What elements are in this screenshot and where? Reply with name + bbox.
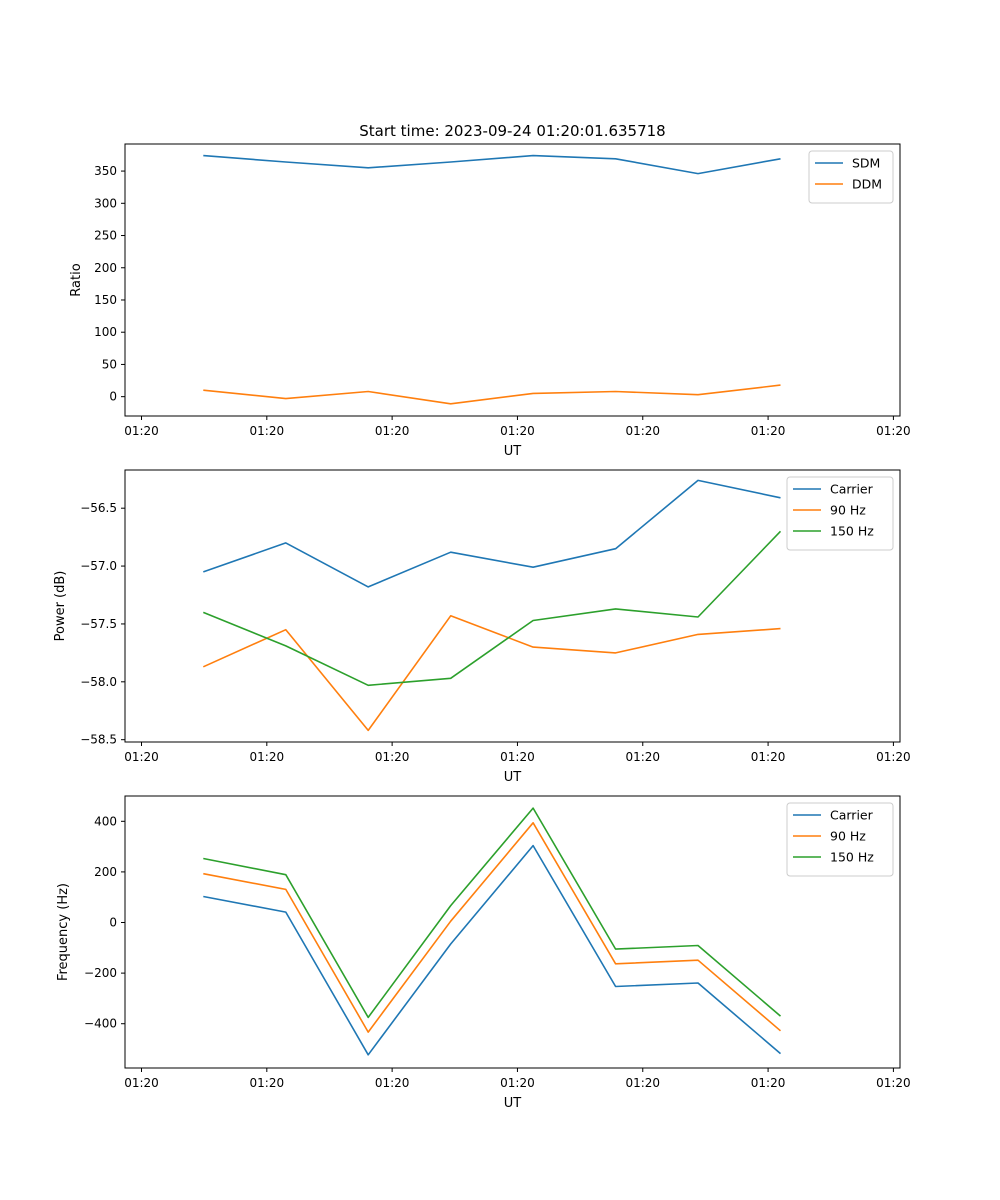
power-panel: 01:20 01:20 01:20 01:20 01:20 01:20 01:20 −58.5… xyxy=(53,469,911,785)
x-tick-label: 01:20 xyxy=(124,424,159,438)
y-tick-label: 0 xyxy=(109,390,117,404)
x-axis-label: UT xyxy=(504,444,522,459)
x-tick-label: 01:20 xyxy=(625,424,660,438)
ratio-legend: SDM DDM xyxy=(808,150,894,204)
frequency-legend: Carrier 90 Hz 150 Hz xyxy=(786,802,894,877)
y-tick-label: −56.5 xyxy=(80,501,117,515)
power-legend: Carrier 90 Hz 150 Hz xyxy=(786,476,894,551)
x-tick-label: 01:20 xyxy=(250,1076,285,1090)
x-tick-label: 01:20 xyxy=(751,750,786,764)
x-tick-label: 01:20 xyxy=(500,1076,535,1090)
y-tick-label: 200 xyxy=(94,261,117,275)
y-tick-label: 100 xyxy=(94,325,117,339)
x-tick-label: 01:20 xyxy=(625,750,660,764)
legend-label: Carrier xyxy=(830,808,874,823)
ratio-series-line-ddm xyxy=(203,384,781,405)
y-tick-label: −58.0 xyxy=(80,675,117,689)
x-tick-label: 01:20 xyxy=(250,424,285,438)
power-axes-frame xyxy=(124,469,901,743)
x-tick-label: 01:20 xyxy=(250,750,285,764)
x-tick-label: 01:20 xyxy=(124,1076,159,1090)
x-tick-label: 01:20 xyxy=(375,1076,410,1090)
x-axis-label: UT xyxy=(504,1096,522,1111)
legend-box xyxy=(808,150,894,204)
x-tick-label: 01:20 xyxy=(375,750,410,764)
y-tick-label: −58.5 xyxy=(80,733,117,747)
power-series-line-carrier xyxy=(203,479,781,588)
legend-label: SDM xyxy=(852,156,880,171)
y-tick-label: 250 xyxy=(94,229,117,243)
y-tick-label: 0 xyxy=(109,916,117,930)
x-tick-label: 01:20 xyxy=(375,424,410,438)
legend-label: Carrier xyxy=(830,482,874,497)
frequency-series-line-90-hz xyxy=(203,821,782,1033)
y-tick-label: 200 xyxy=(94,865,117,879)
y-axis-label: Power (dB) xyxy=(53,571,68,642)
x-tick-label: 01:20 xyxy=(751,1076,786,1090)
x-tick-label: 01:20 xyxy=(876,424,911,438)
y-tick-label: 400 xyxy=(94,814,117,828)
chart-title: Start time: 2023-09-24 01:20:01.635718 xyxy=(359,122,665,140)
x-tick-label: 01:20 xyxy=(876,750,911,764)
y-tick-label: 150 xyxy=(94,293,117,307)
x-tick-label: 01:20 xyxy=(500,424,535,438)
y-tick-label: 300 xyxy=(94,196,117,210)
y-tick-label: −57.5 xyxy=(80,617,117,631)
y-tick-label: −400 xyxy=(84,1017,117,1031)
power-series-line-150-hz xyxy=(202,530,782,687)
ratio-axes-frame xyxy=(124,143,901,417)
x-axis-label: UT xyxy=(504,770,522,785)
y-axis-label: Frequency (Hz) xyxy=(56,883,71,981)
legend-label: 150 Hz xyxy=(830,850,874,865)
x-tick-label: 01:20 xyxy=(876,1076,911,1090)
frequency-axes-frame xyxy=(124,795,901,1069)
legend-label: 150 Hz xyxy=(830,524,874,539)
legend-label: 90 Hz xyxy=(830,829,866,844)
frequency-series-line-carrier xyxy=(203,844,782,1056)
x-tick-label: 01:20 xyxy=(124,750,159,764)
y-tick-label: −57.0 xyxy=(80,559,117,573)
ratio-panel: 01:20 01:20 01:20 01:20 01:20 01:20 01:20 0 50 10… xyxy=(69,143,911,459)
y-axis-label: Ratio xyxy=(69,263,84,296)
x-tick-label: 01:20 xyxy=(751,424,786,438)
y-tick-label: −200 xyxy=(84,966,117,980)
x-tick-label: 01:20 xyxy=(500,750,535,764)
power-series-line-90-hz xyxy=(202,614,781,732)
x-tick-label: 01:20 xyxy=(625,1076,660,1090)
y-tick-label: 50 xyxy=(102,357,117,371)
frequency-series-line-150-hz xyxy=(203,807,782,1019)
legend-label: DDM xyxy=(852,177,882,192)
legend-label: 90 Hz xyxy=(830,503,866,518)
ratio-series-line-sdm xyxy=(203,154,781,175)
frequency-panel: 01:20 01:20 01:20 01:20 01:20 01:20 01:20 −400 −… xyxy=(56,795,911,1111)
y-tick-label: 350 xyxy=(94,164,117,178)
